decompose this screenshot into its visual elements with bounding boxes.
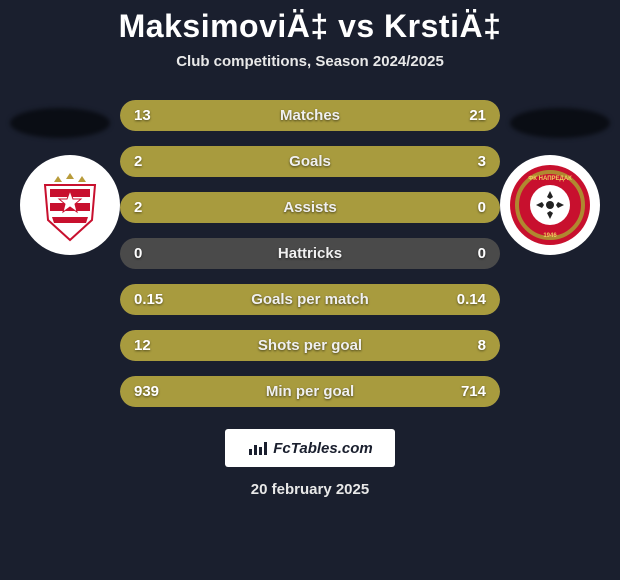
svg-text:1946: 1946: [543, 233, 557, 239]
shadow-ellipse-left: [10, 108, 110, 138]
stat-label: Goals per match: [120, 291, 500, 308]
stat-row: 23Goals: [120, 146, 500, 177]
stat-label: Shots per goal: [120, 337, 500, 354]
stat-row: 0.150.14Goals per match: [120, 284, 500, 315]
team-badge-left: [20, 155, 120, 255]
stat-label: Min per goal: [120, 383, 500, 400]
stat-label: Goals: [120, 153, 500, 170]
crest-right-icon: ФК НАПРЕДАК 1946: [508, 163, 592, 247]
footer-brand[interactable]: FcTables.com: [225, 429, 395, 467]
page-title: MaksimoviÄ‡ vs KrstiÄ‡: [119, 8, 502, 45]
date-label: 20 february 2025: [251, 481, 369, 498]
stats-column: 1321Matches 23Goals 20Assists 00Hattricks 0.…: [120, 100, 500, 407]
svg-text:ФК НАПРЕДАК: ФК НАПРЕДАК: [528, 176, 572, 182]
stat-label: Assists: [120, 199, 500, 216]
stats-area: ФК НАПРЕДАК 1946 1321Matches 23Goals 20Ass…: [0, 100, 620, 407]
comparison-card: MaksimoviÄ‡ vs KrstiÄ‡ Club competitions…: [0, 0, 620, 580]
stat-label: Matches: [120, 107, 500, 124]
chart-icon: [247, 439, 269, 457]
stat-row: 1321Matches: [120, 100, 500, 131]
subtitle: Club competitions, Season 2024/2025: [176, 53, 444, 70]
stat-row: 20Assists: [120, 192, 500, 223]
stat-label: Hattricks: [120, 245, 500, 262]
stat-row: 00Hattricks: [120, 238, 500, 269]
team-badge-right: ФК НАПРЕДАК 1946: [500, 155, 600, 255]
shadow-ellipse-right: [510, 108, 610, 138]
crest-left-icon: [30, 165, 110, 245]
stat-row: 939714Min per goal: [120, 376, 500, 407]
footer-brand-text: FcTables.com: [273, 440, 372, 457]
stat-row: 128Shots per goal: [120, 330, 500, 361]
